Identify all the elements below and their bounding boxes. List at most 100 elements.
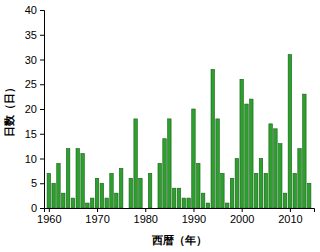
y-tick-mark	[40, 183, 44, 184]
bar	[71, 198, 74, 208]
bar	[192, 109, 195, 208]
x-tick-mark	[49, 208, 50, 212]
y-tick-mark	[40, 60, 44, 61]
bar	[168, 119, 171, 208]
bar	[293, 173, 296, 208]
bar	[62, 193, 65, 208]
y-tick: 20	[25, 103, 44, 115]
bar	[216, 119, 219, 208]
y-tick-mark	[40, 134, 44, 135]
bar	[105, 198, 108, 208]
x-axis-line	[45, 209, 315, 213]
y-tick: 15	[25, 128, 44, 140]
bar	[235, 159, 238, 209]
bar	[47, 173, 50, 208]
y-axis-line	[40, 11, 45, 209]
x-tick-mark	[145, 208, 146, 212]
y-tick-mark	[40, 84, 44, 85]
y-tick-label: 10	[25, 153, 37, 165]
bar	[95, 178, 98, 208]
bar	[153, 208, 156, 209]
x-tick-mark	[97, 208, 98, 212]
bar	[76, 149, 79, 208]
chart: 0 5 10 15 20 25 30 35 40 1960 1970 1980 1990 2000 2010…	[0, 0, 320, 252]
y-tick-label: 30	[25, 54, 37, 66]
bar	[110, 173, 113, 208]
bar	[115, 193, 118, 208]
bar	[221, 173, 224, 208]
y-tick-mark	[40, 109, 44, 110]
bar	[264, 173, 267, 208]
bar	[129, 178, 132, 208]
bar	[269, 124, 272, 208]
x-tick-label: 1980	[134, 213, 158, 225]
bar	[86, 203, 89, 208]
x-tick: 2000	[230, 208, 254, 225]
bars	[47, 55, 311, 208]
bar	[172, 188, 175, 208]
bar	[254, 173, 257, 208]
y-tick-label: 15	[25, 128, 37, 140]
y-tick: 25	[25, 78, 44, 90]
x-tick-label: 1960	[37, 213, 61, 225]
bar	[52, 183, 55, 208]
bar	[163, 139, 166, 208]
bar	[303, 94, 306, 208]
y-tick-label: 20	[25, 103, 37, 115]
bar	[66, 149, 69, 208]
y-tick: 30	[25, 54, 44, 66]
x-tick-label: 1970	[85, 213, 109, 225]
bar	[250, 99, 253, 208]
bar	[148, 173, 151, 208]
bar	[177, 188, 180, 208]
x-tick: 1960	[37, 208, 61, 225]
bar	[182, 198, 185, 208]
bar	[90, 198, 93, 208]
bar	[230, 178, 233, 208]
bar	[197, 163, 200, 208]
x-tick: 2010	[278, 208, 302, 225]
bar	[124, 208, 127, 209]
bar	[298, 149, 301, 208]
y-tick-mark	[40, 10, 44, 11]
bar	[288, 55, 291, 208]
x-tick-mark	[290, 208, 291, 212]
x-axis: 1960 1970 1980 1990 2000 2010	[37, 208, 314, 225]
y-tick-label: 0	[31, 202, 37, 214]
bar	[139, 178, 142, 208]
bar	[158, 163, 161, 208]
x-tick-mark	[193, 208, 194, 212]
bar	[100, 183, 103, 208]
bar	[187, 198, 190, 208]
y-axis-title: 日数（日）	[3, 82, 16, 137]
bar	[283, 193, 286, 208]
x-tick-label: 2010	[278, 213, 302, 225]
y-tick-label: 40	[25, 4, 37, 16]
bar	[259, 159, 262, 209]
bar	[274, 129, 277, 208]
y-tick-label: 5	[31, 177, 37, 189]
x-tick: 1990	[182, 208, 206, 225]
y-tick-label: 35	[25, 29, 37, 41]
x-tick-label: 2000	[230, 213, 254, 225]
x-tick: 1970	[85, 208, 109, 225]
bar	[225, 203, 228, 208]
bar	[240, 79, 243, 208]
bar	[57, 163, 60, 208]
y-axis: 0 5 10 15 20 25 30 35 40	[25, 4, 45, 214]
y-tick-mark	[40, 35, 44, 36]
bar	[119, 168, 122, 208]
y-tick: 40	[25, 4, 44, 16]
y-tick-mark	[40, 159, 44, 160]
bar	[144, 208, 147, 209]
bar	[134, 119, 137, 208]
bar	[245, 104, 248, 208]
plot: 0 5 10 15 20 25 30 35 40 1960 1970 1980 1990 2000 2010	[25, 4, 315, 225]
bar	[201, 193, 204, 208]
bar	[307, 183, 310, 208]
x-axis-title: 西暦（年）	[151, 234, 207, 247]
bar	[211, 69, 214, 208]
x-tick: 1980	[134, 208, 158, 225]
y-tick: 35	[25, 29, 44, 41]
x-tick-mark	[242, 208, 243, 212]
